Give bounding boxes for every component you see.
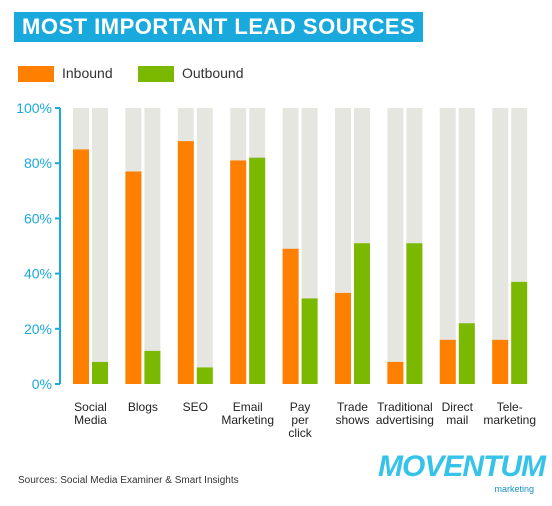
legend-label-inbound: Inbound (62, 65, 113, 81)
y-tick-label: 40% (24, 266, 52, 282)
x-tick-label: Direct mail (442, 400, 474, 427)
legend-swatch-outbound (138, 66, 174, 82)
bar-background (387, 108, 404, 384)
x-tick-label: SEO (183, 400, 208, 414)
bar-outbound (144, 350, 161, 384)
x-tick-label: Trade shows (335, 400, 369, 427)
bar-background (458, 108, 475, 384)
bar-outbound (458, 323, 475, 384)
source-note: Sources: Social Media Examiner & Smart I… (18, 475, 239, 486)
chart-title: MOST IMPORTANT LEAD SOURCES (14, 12, 424, 42)
bar-background (439, 108, 456, 384)
y-tick-label: 0% (32, 376, 52, 392)
y-tick-label: 80% (24, 155, 52, 171)
bar-inbound (282, 248, 299, 384)
x-tick-label: Social Media (74, 400, 107, 427)
logo: MOVENTUM marketing (378, 450, 546, 498)
x-tick-label: Pay per click (288, 400, 312, 440)
bar-chart: 0% 20% 40% 60% 80% 100% Social Media Blogs SEO Ema… (16, 100, 536, 440)
bar-outbound (406, 243, 423, 384)
y-tick-label: 60% (24, 210, 52, 226)
bar-inbound (492, 339, 509, 384)
bar-outbound (92, 361, 108, 384)
logo-wordmark: MOVENTUM (378, 450, 546, 483)
y-tick-label: 100% (16, 100, 52, 116)
bar-inbound (73, 149, 89, 384)
bar-background (196, 108, 213, 384)
bar-background (144, 108, 161, 384)
bar-outbound (354, 243, 370, 384)
bar-inbound (125, 171, 142, 384)
bar-outbound (196, 367, 213, 384)
legend-swatch-inbound (18, 66, 54, 82)
bar-background (92, 108, 108, 384)
y-tick-label: 20% (24, 321, 52, 337)
bar-outbound (301, 298, 318, 384)
x-tick-label: Tele-marketing (483, 400, 536, 427)
bar-inbound (387, 361, 404, 384)
bar-inbound (335, 292, 351, 384)
bar-inbound (439, 339, 456, 384)
x-tick-label: Blogs (128, 400, 158, 414)
x-tick-label: Traditional advertising (376, 400, 434, 427)
bar-inbound (230, 160, 247, 384)
legend-label-outbound: Outbound (182, 65, 244, 81)
logo-subtitle: marketing (494, 484, 534, 494)
bar-background (492, 108, 509, 384)
bar-inbound (177, 141, 194, 384)
bar-outbound (511, 281, 528, 384)
x-tick-label: Email Marketing (221, 400, 274, 427)
bar-outbound (249, 157, 266, 384)
